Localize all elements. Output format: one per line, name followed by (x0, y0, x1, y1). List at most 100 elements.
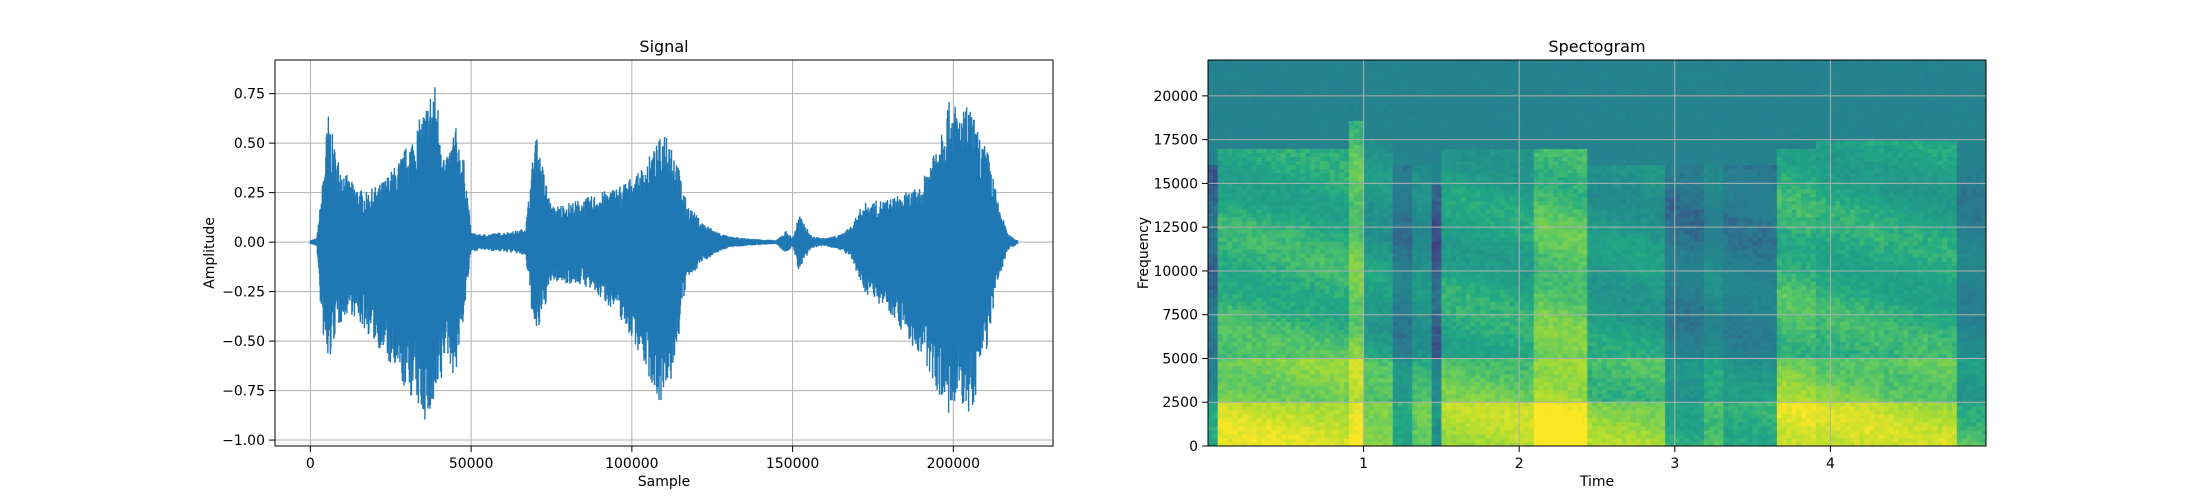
spectrogram-cell (1271, 437, 1277, 443)
spectrogram-cell (1237, 88, 1243, 93)
spectrogram-cell (1290, 204, 1297, 210)
spectrogram-cell (1363, 76, 1370, 81)
spectrogram-cell (1387, 72, 1394, 77)
spectrogram-cell (1334, 257, 1340, 262)
spectrogram-cell (1246, 357, 1253, 363)
spectrogram-cell (1237, 136, 1243, 142)
spectrogram-cell (1266, 413, 1272, 419)
spectrogram-cell (1256, 433, 1263, 439)
spectrogram-cell (1426, 140, 1433, 146)
spectrogram-cell (1392, 281, 1399, 286)
spectrogram-cell (1300, 164, 1306, 170)
spectrogram-cell (1276, 261, 1282, 266)
spectrogram-cell (1242, 329, 1248, 335)
spectrogram-cell (1285, 337, 1292, 343)
spectrogram-cell (1334, 156, 1340, 162)
spectrogram-cell (1300, 236, 1306, 242)
spectrogram-cell (1373, 313, 1379, 318)
spectrogram-cell (1246, 100, 1253, 105)
spectrogram-cell (1310, 136, 1316, 142)
spectrogram-cell (1436, 389, 1442, 395)
spectrogram-cell (1314, 425, 1321, 431)
spectrogram-cell (1227, 148, 1233, 154)
spectrogram-cell (1368, 176, 1374, 182)
spectrogram-cell (1237, 84, 1243, 89)
spectrogram-cell (1451, 124, 1457, 129)
spectrogram-cell (1383, 369, 1389, 375)
spectrogram-cell (1314, 128, 1321, 133)
spectrogram-cell (1310, 321, 1316, 326)
spectrogram-cell (1290, 281, 1297, 286)
spectrogram-cell (1280, 96, 1287, 101)
spectrogram-cell (1455, 345, 1462, 351)
spectrogram-cell (1256, 168, 1263, 174)
spectrogram-cell (1446, 293, 1452, 298)
spectrogram-cell (1232, 216, 1238, 222)
spectrogram-cell (1319, 333, 1326, 339)
spectrogram-cell (1256, 124, 1263, 129)
spectrogram-cell (1256, 317, 1263, 322)
spectrogram-cell (1446, 345, 1452, 351)
spectrogram-cell (1339, 313, 1345, 318)
spectrogram-cell (1441, 261, 1447, 266)
spectrogram-cell (1378, 80, 1384, 85)
spectrogram-cell (1256, 401, 1263, 407)
spectrogram-cell (1246, 349, 1253, 355)
spectrogram-cell (1314, 397, 1321, 403)
spectrogram-cell (1387, 64, 1394, 69)
spectrogram-cell (1368, 208, 1374, 214)
spectrogram-cell (1383, 152, 1389, 158)
spectrogram-cell (1387, 232, 1394, 238)
spectrogram-cell (1261, 64, 1267, 69)
spectrogram-cell (1208, 244, 1214, 250)
spectrogram-cell (1276, 409, 1282, 415)
spectrogram-cell (1349, 200, 1355, 206)
spectrogram-cell (1266, 329, 1272, 335)
spectrogram-cell (1251, 248, 1258, 254)
spectrogram-cell (1314, 433, 1321, 439)
spectrogram-cell (1431, 345, 1438, 351)
spectrogram-cell (1397, 433, 1404, 439)
signal-y-tick-label: 0.25 (234, 186, 265, 202)
spectrogram-cell (1310, 168, 1316, 174)
spectrogram-cell (1246, 92, 1253, 97)
spectrogram-cell (1412, 168, 1418, 174)
spectrogram-cell (1251, 297, 1258, 302)
spectrogram-cell (1280, 421, 1287, 427)
spectrogram-cell (1256, 345, 1263, 351)
spectrogram-cell (1237, 76, 1243, 81)
spectrogram-cell (1295, 60, 1301, 65)
spectrogram-cell (1426, 80, 1433, 85)
spectrogram-cell (1436, 216, 1442, 222)
spectrogram-cell (1266, 108, 1272, 113)
spectrogram-cell (1319, 281, 1326, 286)
spectrogram-cell (1426, 176, 1433, 182)
spectrogram-cell (1256, 172, 1263, 178)
spectrogram-cell (1455, 421, 1462, 427)
spectrogram-cell (1407, 329, 1413, 335)
spectrogram-cell (1387, 152, 1394, 158)
spectrogram-cell (1290, 188, 1297, 194)
spectrogram-cell (1261, 76, 1267, 81)
spectrogram-cell (1446, 168, 1452, 174)
spectrogram-cell (1310, 208, 1316, 214)
spectrogram-cell (1431, 72, 1438, 77)
spectrogram-cell (1300, 373, 1306, 379)
spectrogram-cell (1276, 405, 1282, 411)
spectrogram-cell (1446, 68, 1452, 73)
spectrogram-cell (1431, 393, 1438, 399)
spectrogram-cell (1208, 293, 1214, 298)
spectrogram-cell (1305, 212, 1311, 218)
spectrogram-cell (1217, 253, 1224, 258)
spectrogram-cell (1426, 289, 1433, 294)
spectrogram-cell (1368, 64, 1374, 69)
spectrogram-cell (1261, 100, 1267, 105)
spectrogram-cell (1334, 100, 1340, 105)
spectrogram-cell (1417, 409, 1423, 415)
spectrogram-cell (1358, 309, 1365, 314)
spectrogram-cell (1314, 361, 1321, 367)
spectrogram-cell (1212, 389, 1219, 395)
spectrogram-cell (1261, 172, 1267, 178)
spectrogram-cell (1426, 200, 1433, 206)
spectrogram-cell (1237, 164, 1243, 170)
